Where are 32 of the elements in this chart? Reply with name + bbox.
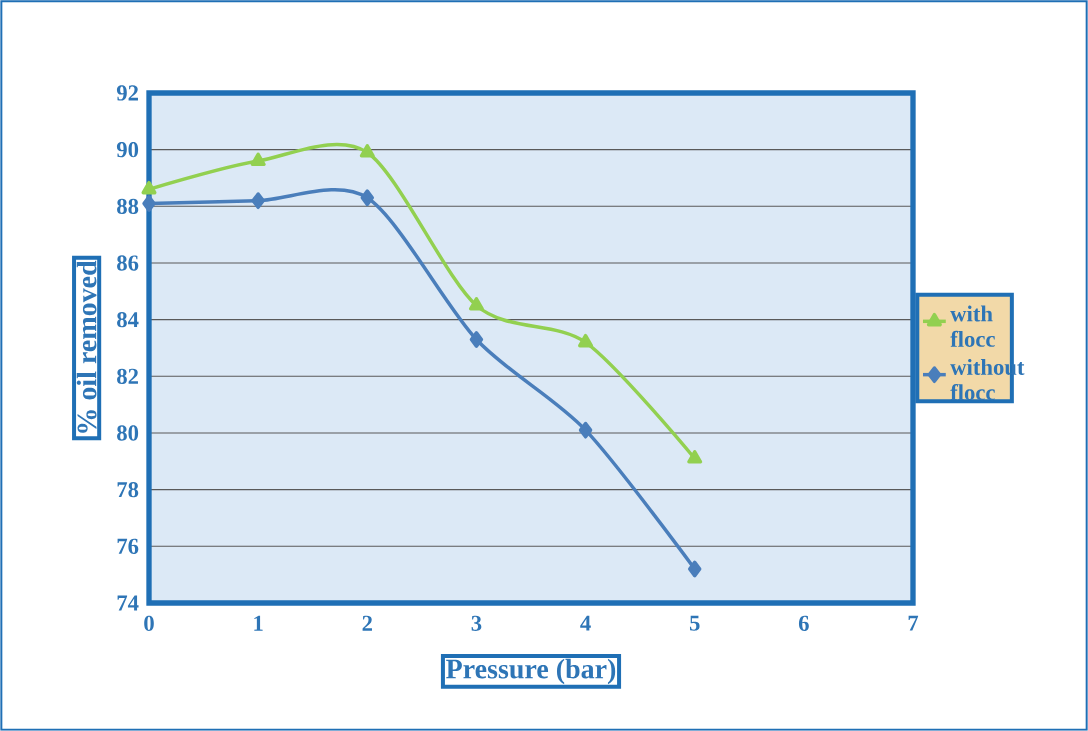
y-tick-label: 90 [116,142,139,158]
x-tick-label: 1 [254,615,263,631]
x-tick-label: 0 [144,615,154,631]
x-tick-label: 6 [798,615,809,631]
point [687,450,703,464]
y-tick-label: 76 [117,538,139,554]
y-tick-label: 86 [117,255,139,271]
point [468,297,484,311]
point [251,192,265,210]
y-tick-label: 82 [117,368,138,384]
x-tick-label: 3 [471,615,482,631]
point [142,195,156,212]
y-tick-label: 92 [116,85,138,101]
y-tick-label: 84 [117,312,139,328]
point [250,152,266,167]
y-tick-label: 74 [117,595,139,611]
y-tick-label: 78 [117,482,139,498]
y-tick-label: 88 [117,198,139,214]
x-tick-label: 4 [580,615,591,631]
point [578,333,594,348]
x-tick-label: 7 [908,615,919,631]
x-tick-label: 5 [689,615,700,631]
x-axis-title: Pressure (bar) [446,658,616,685]
x-tick-label: 2 [362,615,372,631]
point [578,421,593,439]
point [469,331,484,348]
point [359,144,375,158]
y-tick-label: 80 [117,425,139,441]
point [141,180,157,195]
y-axis-title: % oil removed [76,260,97,433]
point [687,560,702,578]
point [360,189,375,207]
